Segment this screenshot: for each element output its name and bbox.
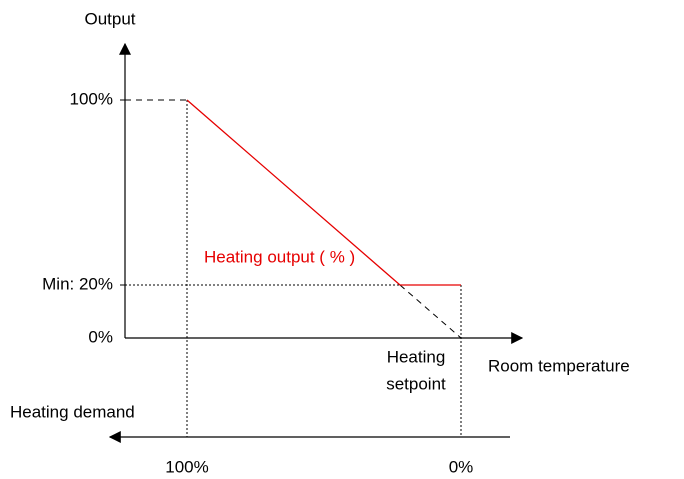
setpoint-label: Heating — [387, 347, 446, 366]
setpoint-label: setpoint — [386, 374, 446, 393]
dash-line — [399, 284, 462, 339]
demand-label: 100% — [165, 457, 208, 476]
x-axis-title: Room temperature — [488, 356, 630, 375]
y-label: Min: 20% — [42, 274, 113, 293]
heating-curve — [186, 99, 461, 286]
demand-axis-title: Heating demand — [10, 402, 135, 421]
demand-label: 0% — [449, 457, 474, 476]
y-label: 0% — [88, 327, 113, 346]
y-label: 100% — [70, 89, 113, 108]
y-axis-title: Output — [84, 9, 135, 28]
curve-label: Heating output ( % ) — [204, 247, 355, 266]
